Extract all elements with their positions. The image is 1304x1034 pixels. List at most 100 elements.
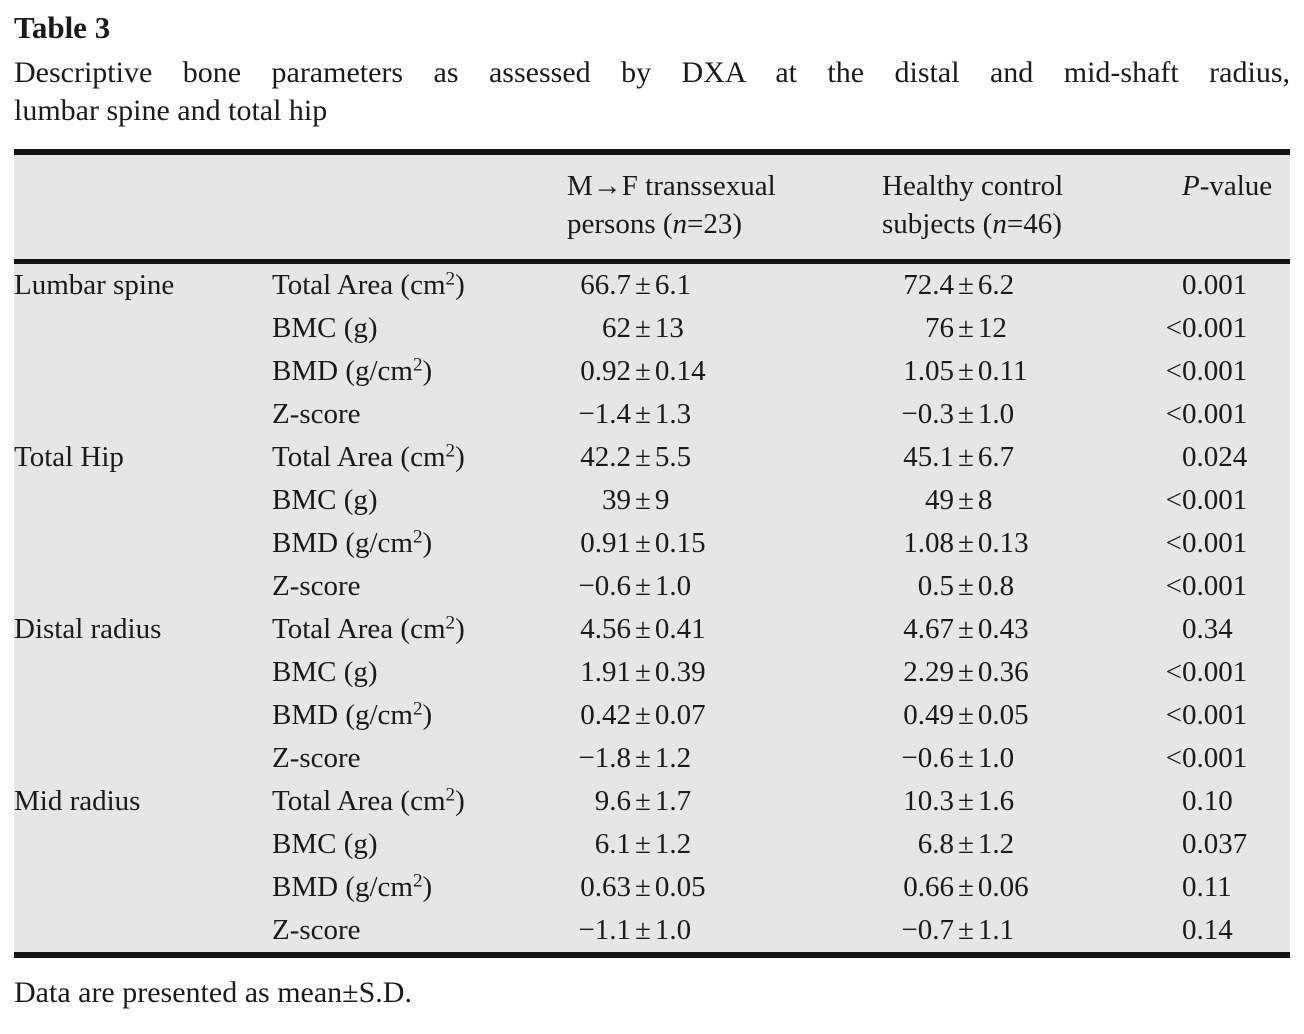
superscript: 2: [412, 870, 423, 892]
p-value-cell: 0.037: [1162, 823, 1290, 866]
sd-value: 0.8: [977, 570, 1015, 602]
mean-value: 0.42: [580, 699, 631, 731]
p-value: 0.001: [1182, 398, 1248, 430]
mean-value: 39: [602, 484, 631, 516]
sd-value: 0.05: [654, 871, 706, 903]
table-footnote: Data are presented as mean±S.D.: [14, 976, 412, 1009]
plus-minus-sign: ±: [958, 355, 974, 387]
plus-minus-sign: ±: [635, 570, 651, 602]
mean-value: 2.29: [903, 656, 954, 688]
caption-line-2: lumbar spine and total hip: [14, 94, 328, 127]
p-value: 0.024: [1182, 441, 1248, 473]
p-value-cell: <0.001: [1162, 651, 1290, 694]
table-body: Lumbar spine Total Area (cm2) 66.7 ±6.1 7…: [14, 261, 1290, 955]
header-mf-line2: persons (n=23): [567, 208, 743, 240]
parameter-label: Z-score: [272, 393, 567, 436]
sd-value: 0.43: [977, 613, 1029, 645]
mf-value-cell: 0.92 ±0.14: [567, 350, 882, 393]
plus-minus-sign: ±: [635, 527, 651, 559]
plus-minus-sign: ±: [958, 527, 974, 559]
p-value-cell: <0.001: [1162, 565, 1290, 608]
mf-value-cell: 0.91 ±0.15: [567, 522, 882, 565]
table-row: BMC (g) 6.1 ±1.2 6.8 ±1.2 0.037: [14, 823, 1290, 866]
p-value: 0.001: [1182, 269, 1248, 301]
parameter-label: BMC (g): [272, 651, 567, 694]
mf-value-cell: 62 ±13: [567, 307, 882, 350]
table-row: Z-score −1.4 ±1.3 −0.3 ±1.0 <0.001: [14, 393, 1290, 436]
p-value-cell: <0.001: [1162, 737, 1290, 780]
p-value-cell: 0.10: [1162, 780, 1290, 823]
mean-value: 10.3: [903, 785, 954, 817]
parameter-label: Total Area (cm2): [272, 261, 567, 307]
control-value-cell: 0.66 ±0.06: [882, 866, 1162, 909]
mean-value: 0.63: [580, 871, 631, 903]
sd-value: 1.0: [654, 914, 692, 946]
superscript: 2: [445, 784, 456, 806]
mf-value-cell: −1.1 ±1.0: [567, 909, 882, 955]
p-value: 0.001: [1182, 742, 1248, 774]
control-value-cell: 10.3 ±1.6: [882, 780, 1162, 823]
sd-value: 1.6: [977, 785, 1015, 817]
control-value-cell: −0.7 ±1.1: [882, 909, 1162, 955]
p-value: 0.10: [1182, 785, 1233, 817]
parameter-label: Total Area (cm2): [272, 436, 567, 479]
sd-value: 1.0: [977, 398, 1015, 430]
superscript: 2: [412, 354, 423, 376]
mf-value-cell: −1.8 ±1.2: [567, 737, 882, 780]
region-label: [14, 651, 272, 694]
table-caption: Descriptive bone parameters as assessed …: [14, 54, 1290, 130]
plus-minus-sign: ±: [635, 441, 651, 473]
parameter-label: BMC (g): [272, 479, 567, 522]
p-value-cell: 0.001: [1162, 261, 1290, 307]
superscript: 2: [445, 440, 456, 462]
table-row: Lumbar spine Total Area (cm2) 66.7 ±6.1 7…: [14, 261, 1290, 307]
parameter-label: Total Area (cm2): [272, 780, 567, 823]
mean-value: 0.49: [903, 699, 954, 731]
italic-p: P: [1182, 170, 1200, 202]
mean-value: 62: [602, 312, 631, 344]
plus-minus-sign: ±: [958, 398, 974, 430]
plus-minus-sign: ±: [635, 742, 651, 774]
control-value-cell: 2.29 ±0.36: [882, 651, 1162, 694]
region-label: [14, 307, 272, 350]
p-value: 0.001: [1182, 570, 1248, 602]
region-label: [14, 909, 272, 955]
superscript: 2: [445, 268, 456, 290]
p-value-cell: 0.14: [1162, 909, 1290, 955]
parameter-label: BMC (g): [272, 307, 567, 350]
p-prefix: <: [1165, 484, 1182, 516]
p-prefix: <: [1165, 355, 1182, 387]
mean-value: 0.92: [580, 355, 631, 387]
sd-value: 0.39: [654, 656, 706, 688]
p-prefix: <: [1165, 312, 1182, 344]
table-row: BMD (g/cm2) 0.63 ±0.05 0.66 ±0.06 0.11: [14, 866, 1290, 909]
plus-minus-sign: ±: [635, 613, 651, 645]
plus-minus-sign: ±: [958, 656, 974, 688]
mf-value-cell: 42.2 ±5.5: [567, 436, 882, 479]
table-row: Total Hip Total Area (cm2) 42.2 ±5.5 45.1…: [14, 436, 1290, 479]
region-label: [14, 350, 272, 393]
mf-value-cell: 0.63 ±0.05: [567, 866, 882, 909]
sd-value: 0.41: [654, 613, 706, 645]
control-value-cell: 1.05 ±0.11: [882, 350, 1162, 393]
p-value-cell: 0.024: [1162, 436, 1290, 479]
mean-value: 45.1: [903, 441, 954, 473]
plus-minus-sign: ±: [958, 570, 974, 602]
control-value-cell: 1.08 ±0.13: [882, 522, 1162, 565]
plus-minus-sign: ±: [635, 269, 651, 301]
sd-value: 8: [977, 484, 993, 516]
plus-minus-sign: ±: [958, 699, 974, 731]
table-row: BMC (g) 62 ±13 76 ±12 <0.001: [14, 307, 1290, 350]
p-value-cell: 0.11: [1162, 866, 1290, 909]
sd-value: 12: [977, 312, 1007, 344]
parameter-label: Z-score: [272, 909, 567, 955]
sd-value: 1.3: [654, 398, 692, 430]
mean-value: 9.6: [594, 785, 631, 817]
sd-value: 6.7: [977, 441, 1015, 473]
p-value: 0.001: [1182, 312, 1248, 344]
region-label: [14, 866, 272, 909]
control-value-cell: 76 ±12: [882, 307, 1162, 350]
region-label: [14, 565, 272, 608]
sd-value: 1.0: [654, 570, 692, 602]
mf-value-cell: 4.56 ±0.41: [567, 608, 882, 651]
